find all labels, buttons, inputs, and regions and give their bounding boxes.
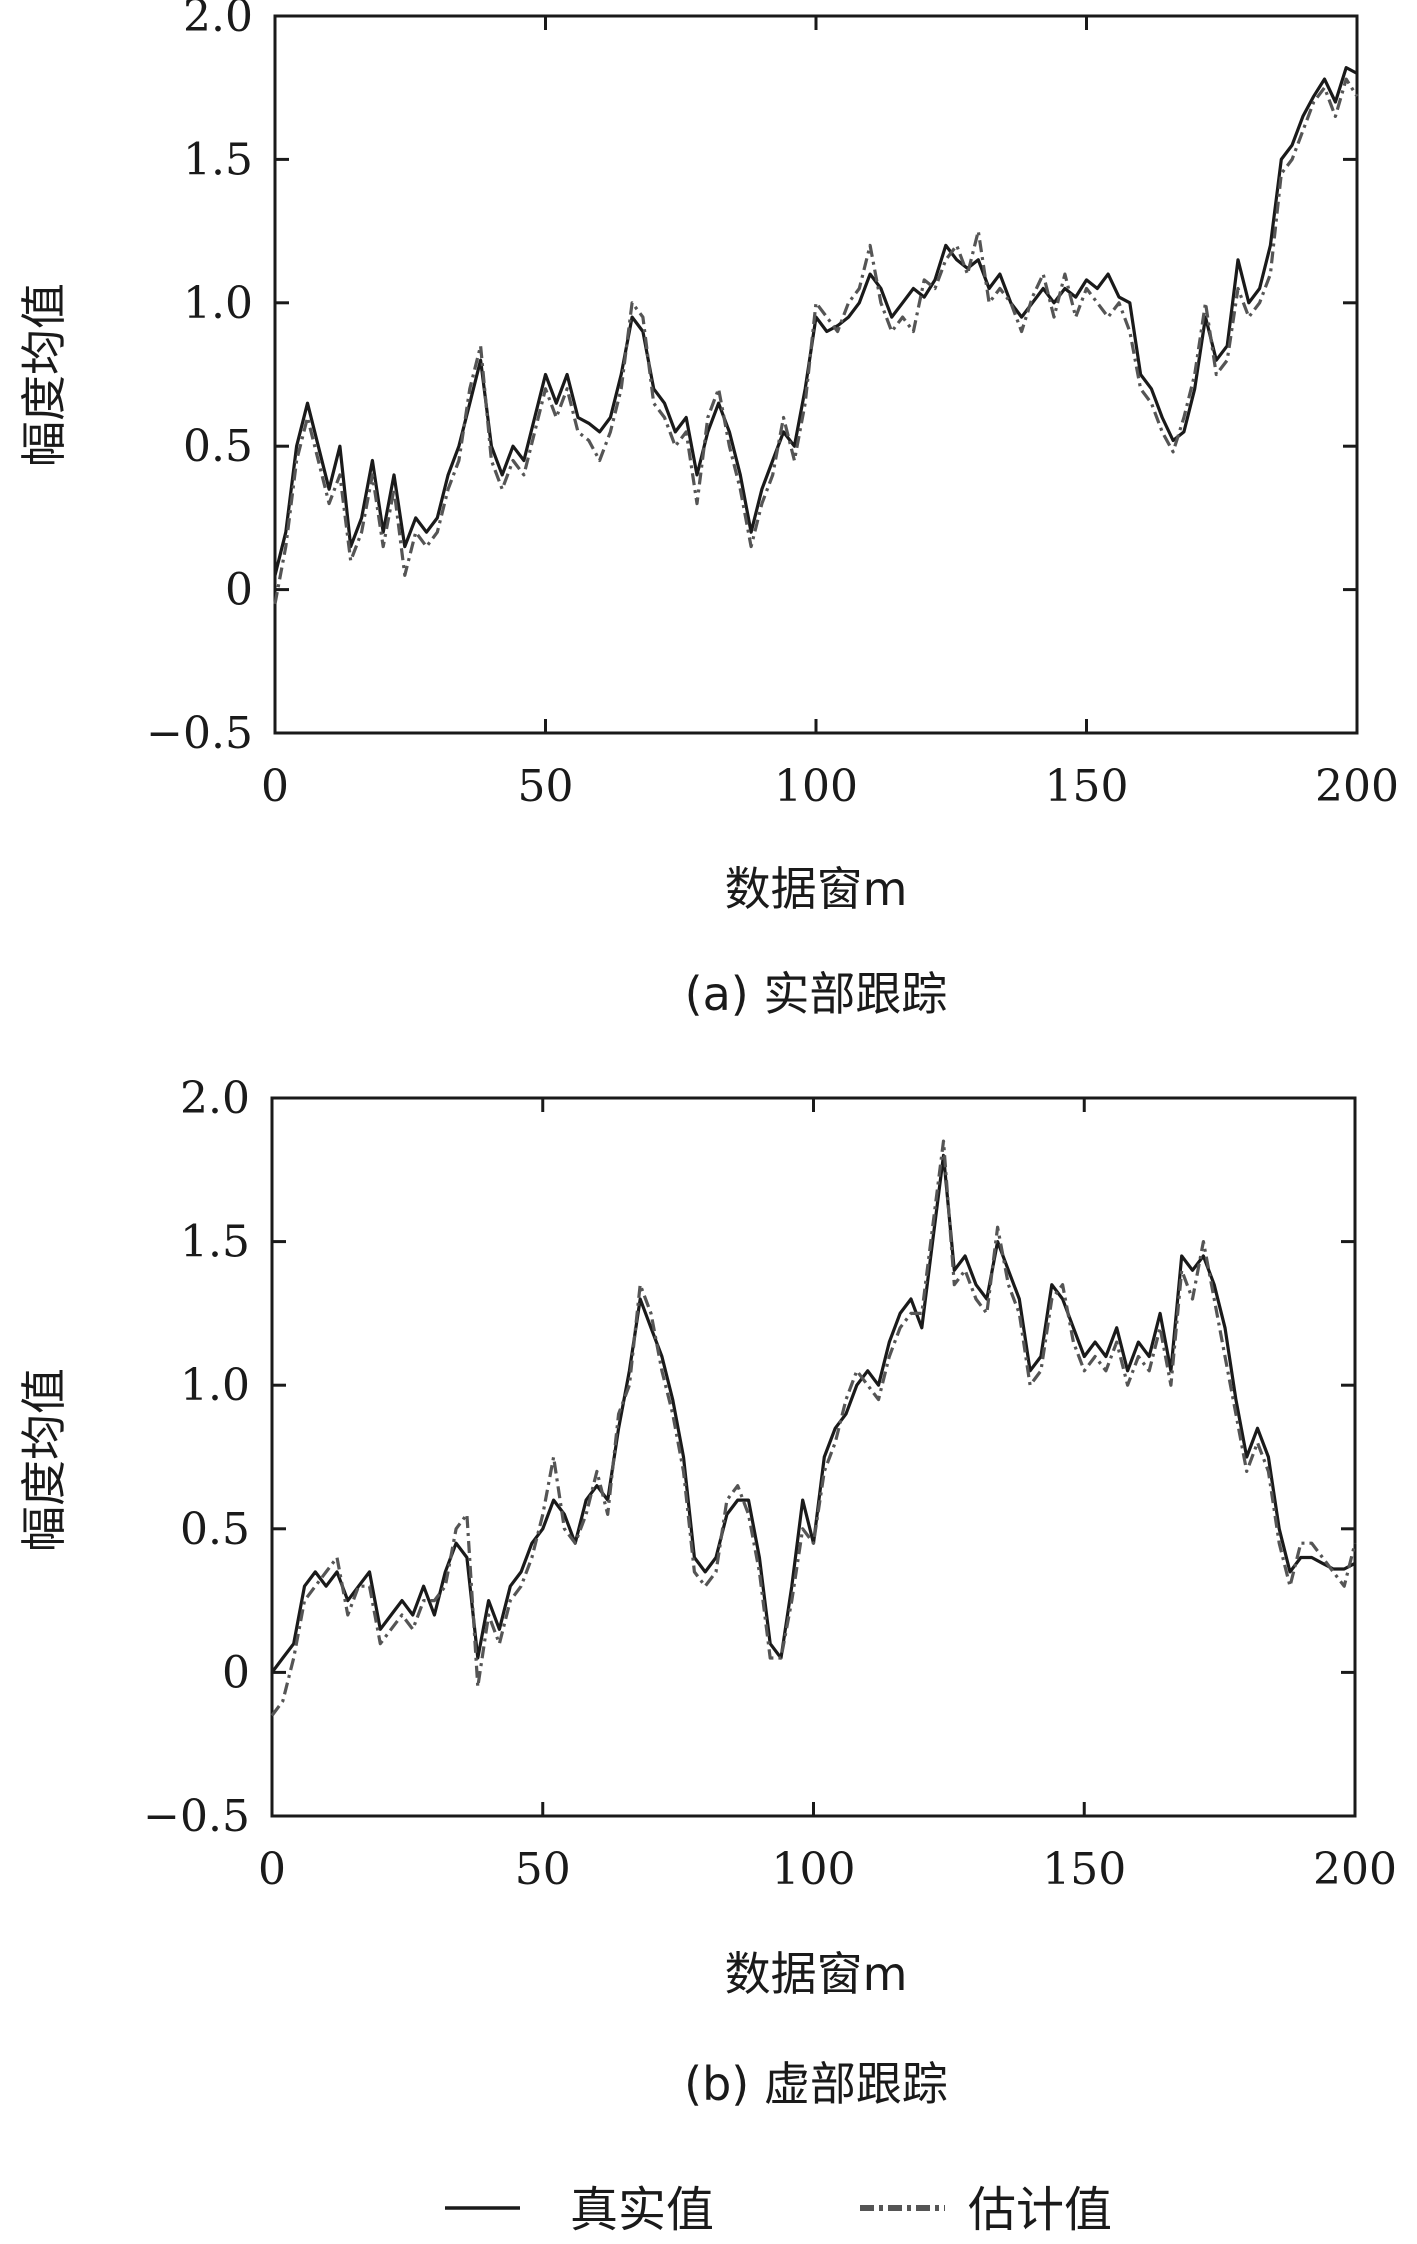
panel-b-caption: (b) 虚部跟踪 [684,2057,948,2111]
panel-a-caption: (a) 实部跟踪 [685,967,948,1021]
panel-b-x-tick-label: 200 [1313,1844,1397,1895]
panel-a-x-tick-label: 0 [261,761,289,812]
panel-a-y-tick-label: 0 [225,565,253,616]
panel-b-x-tick-label: 100 [772,1844,856,1895]
panel-a-y-tick-label: 2.0 [183,0,253,42]
panel-a-x-tick-label: 50 [518,761,574,812]
legend-true-label: 真实值 [570,2182,714,2238]
panel-b-x-tick-label: 150 [1042,1844,1126,1895]
panel-a-y-tick-label: −0.5 [146,708,253,759]
legend: 真实值 估计值 [445,2182,1112,2238]
panel-b-true-line [270,1153,1356,1674]
panel-a-estimate-line [273,77,1359,605]
panel-a-y-axis-label: 幅度均值 [17,283,71,467]
panel-a-y-tick-label: 0.5 [183,421,253,472]
panel-a-plot-frame [273,14,1359,735]
panel-b-y-axis-label: 幅度均值 [17,1368,71,1552]
panel-a-x-ticks: 0 50 100 150 200 [261,16,1399,812]
panel-b-y-ticks: −0.5 0 0.5 1.0 1.5 2.0 [143,1073,1355,1842]
panel-a-x-tick-label: 150 [1045,761,1129,812]
panel-b-y-tick-label: 2.0 [180,1073,250,1124]
panel-b-y-tick-label: −0.5 [143,1791,250,1842]
panel-b-estimate-line [270,1139,1357,1717]
panel-b-y-tick-label: 0.5 [180,1504,250,1555]
legend-estimate-label: 估计值 [968,2182,1112,2238]
panel-a-x-axis-label: 数据窗m [725,862,908,916]
panel-b-x-tick-label: 0 [258,1844,286,1895]
panel-b-x-tick-label: 50 [515,1844,571,1895]
panel-b-y-tick-label: 1.5 [180,1217,250,1268]
panel-a-y-ticks: −0.5 0 0.5 1.0 1.5 2.0 [146,0,1357,759]
panel-b-x-ticks: 0 50 100 150 200 [258,1098,1397,1895]
panel-b-chart: −0.500.51.01.52.0 0 50 100 150 200 幅度均值 数据窗m… [17,1073,1397,2111]
panel-a-x-tick-label: 200 [1315,761,1399,812]
panel-a-x-tick-label: 100 [774,761,858,812]
panel-b-x-axis-label: 数据窗m [725,1947,908,2001]
panel-a-true-line [273,66,1358,576]
panel-a-y-tick-label: 1.0 [183,278,253,329]
panel-a-chart: −0.500.51.01.52.0 0 50 100 150 200 幅度均值 数据窗m… [17,0,1399,1021]
panel-b-y-tick-label: 1.0 [180,1360,250,1411]
panel-b-plot-frame [270,1096,1357,1818]
panel-b-y-tick-label: 0 [222,1647,250,1698]
panel-a-y-tick-label: 1.5 [183,134,253,185]
